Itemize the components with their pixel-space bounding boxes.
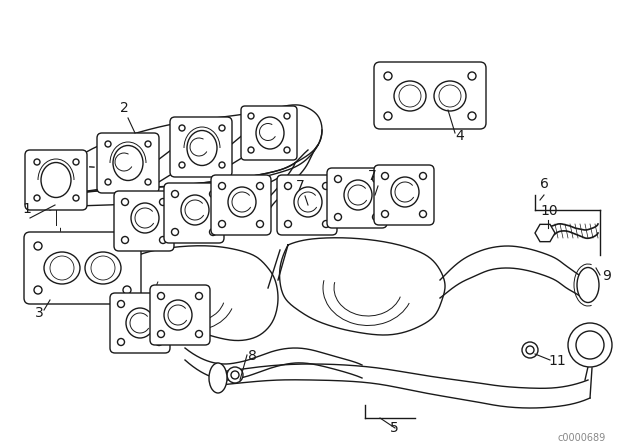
Circle shape [209, 190, 216, 198]
Circle shape [384, 112, 392, 120]
Circle shape [156, 339, 163, 345]
Circle shape [285, 182, 291, 190]
Circle shape [285, 220, 291, 228]
Text: 11: 11 [548, 354, 566, 368]
Circle shape [419, 211, 426, 217]
Circle shape [576, 331, 604, 359]
FancyBboxPatch shape [164, 183, 224, 243]
Circle shape [123, 286, 131, 294]
Circle shape [568, 323, 612, 367]
Circle shape [156, 301, 163, 307]
Circle shape [381, 211, 388, 217]
Circle shape [159, 237, 166, 244]
Circle shape [284, 147, 290, 153]
FancyBboxPatch shape [211, 175, 271, 235]
Circle shape [159, 198, 166, 206]
Text: 7: 7 [296, 179, 305, 193]
Text: 6: 6 [540, 177, 549, 191]
Circle shape [105, 179, 111, 185]
Text: 4: 4 [455, 129, 464, 143]
FancyBboxPatch shape [24, 232, 141, 304]
Circle shape [34, 195, 40, 201]
Circle shape [34, 242, 42, 250]
Circle shape [195, 331, 202, 337]
Circle shape [122, 198, 129, 206]
Circle shape [157, 331, 164, 337]
Circle shape [209, 228, 216, 236]
FancyBboxPatch shape [277, 175, 337, 235]
Circle shape [419, 172, 426, 180]
Text: 5: 5 [390, 421, 399, 435]
Circle shape [179, 125, 185, 131]
Circle shape [34, 286, 42, 294]
Circle shape [73, 195, 79, 201]
Circle shape [468, 72, 476, 80]
Text: 8: 8 [248, 349, 257, 363]
Circle shape [384, 72, 392, 80]
FancyBboxPatch shape [97, 133, 159, 193]
FancyBboxPatch shape [110, 293, 170, 353]
Circle shape [257, 220, 264, 228]
Circle shape [118, 301, 125, 307]
Circle shape [172, 190, 179, 198]
Circle shape [248, 113, 254, 119]
Circle shape [323, 182, 330, 190]
Circle shape [219, 162, 225, 168]
FancyBboxPatch shape [150, 285, 210, 345]
Circle shape [145, 141, 151, 147]
Circle shape [122, 237, 129, 244]
FancyBboxPatch shape [241, 106, 297, 160]
FancyBboxPatch shape [25, 150, 87, 210]
Text: c0000689: c0000689 [558, 433, 606, 443]
FancyBboxPatch shape [374, 165, 434, 225]
Circle shape [248, 147, 254, 153]
Text: 2: 2 [120, 101, 129, 115]
Polygon shape [45, 115, 315, 190]
FancyBboxPatch shape [327, 168, 387, 228]
Circle shape [105, 141, 111, 147]
Circle shape [34, 159, 40, 165]
Ellipse shape [577, 267, 599, 302]
Circle shape [218, 220, 225, 228]
Circle shape [123, 242, 131, 250]
Circle shape [257, 182, 264, 190]
Ellipse shape [209, 363, 227, 393]
Text: 1: 1 [22, 202, 31, 216]
Circle shape [522, 342, 538, 358]
Circle shape [284, 113, 290, 119]
Circle shape [335, 214, 342, 220]
Polygon shape [280, 238, 445, 335]
Text: 10: 10 [540, 204, 557, 218]
Circle shape [219, 125, 225, 131]
Circle shape [157, 293, 164, 300]
FancyBboxPatch shape [374, 62, 486, 129]
Circle shape [118, 339, 125, 345]
Polygon shape [112, 246, 278, 340]
FancyBboxPatch shape [170, 117, 232, 177]
Circle shape [335, 176, 342, 182]
Circle shape [195, 293, 202, 300]
Circle shape [218, 182, 225, 190]
Circle shape [73, 159, 79, 165]
Circle shape [231, 371, 239, 379]
Circle shape [381, 172, 388, 180]
Circle shape [372, 176, 380, 182]
Circle shape [179, 162, 185, 168]
Circle shape [227, 367, 243, 383]
FancyBboxPatch shape [114, 191, 174, 251]
Circle shape [372, 214, 380, 220]
Circle shape [145, 179, 151, 185]
Circle shape [468, 112, 476, 120]
Text: 9: 9 [602, 269, 611, 283]
Circle shape [526, 346, 534, 354]
Circle shape [323, 220, 330, 228]
Text: 7: 7 [368, 169, 377, 183]
Circle shape [172, 228, 179, 236]
Text: 3: 3 [35, 306, 44, 320]
